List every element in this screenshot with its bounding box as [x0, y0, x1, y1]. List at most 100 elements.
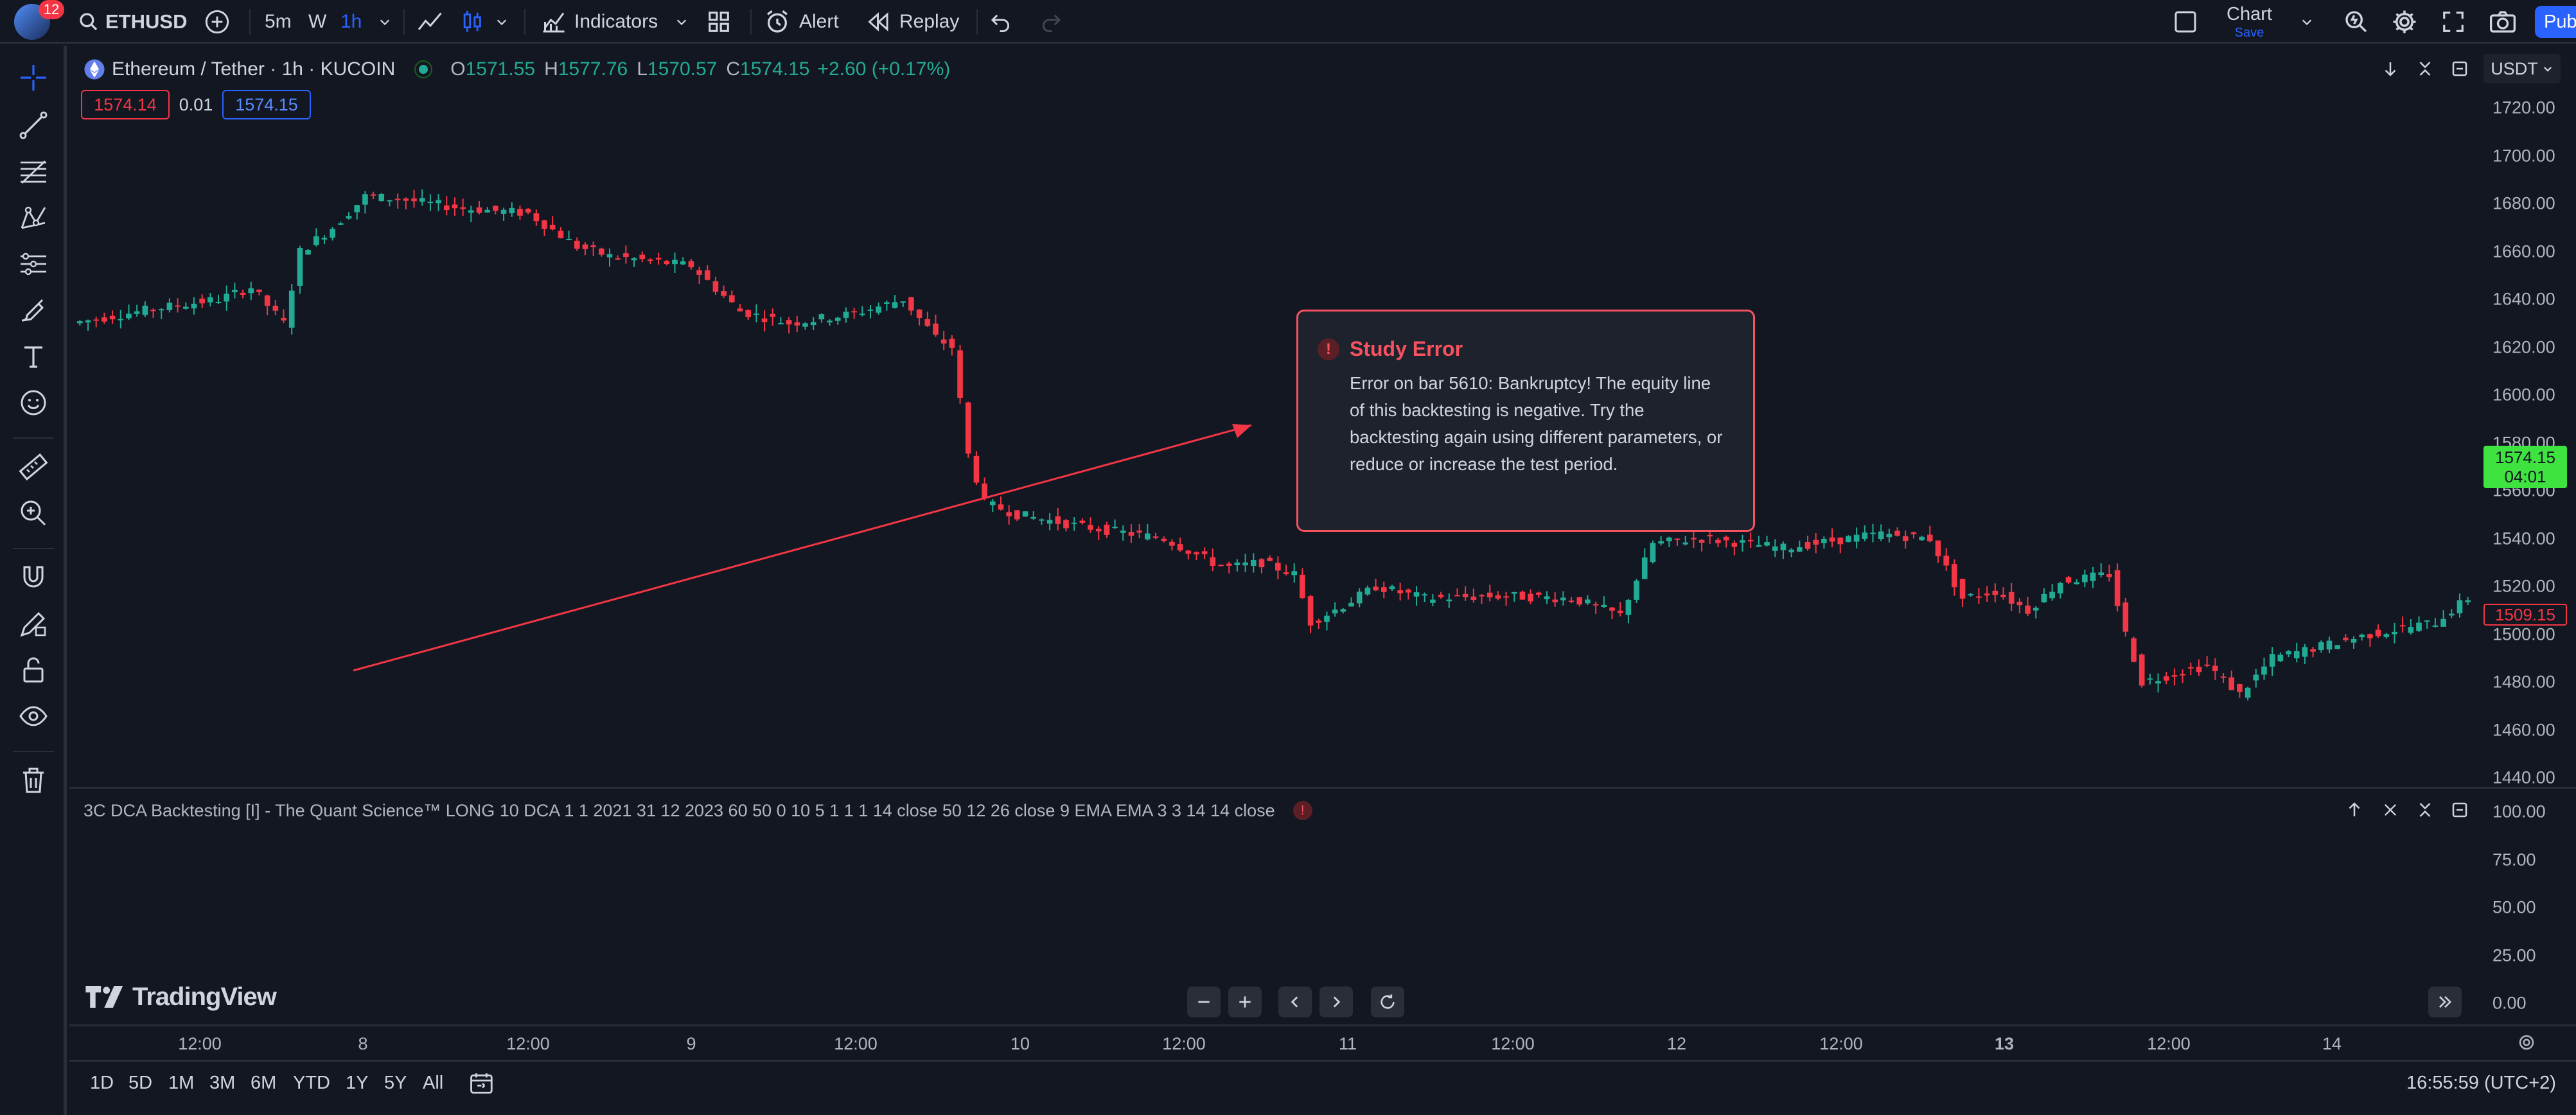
magnet-tool[interactable] — [14, 558, 53, 597]
indicators-button[interactable]: Indicators — [541, 0, 658, 44]
go-to-date-button[interactable] — [469, 1071, 496, 1099]
hide-drawings-tool[interactable] — [14, 697, 53, 735]
zoom-in-button[interactable] — [1228, 987, 1262, 1017]
candle-body — [1185, 550, 1192, 554]
stay-in-drawing-mode-tool[interactable] — [14, 604, 53, 643]
candle-body — [1609, 607, 1615, 611]
time-axis[interactable] — [69, 1024, 2576, 1060]
interval-5m[interactable]: 5m — [265, 11, 292, 32]
range-button-3m[interactable]: 3M — [209, 1073, 236, 1093]
trend-arrow-line[interactable] — [353, 424, 1252, 672]
range-button-6m[interactable]: 6M — [251, 1073, 277, 1093]
error-message: Error on bar 5610: Bankruptcy! The equit… — [1350, 373, 1723, 474]
avatar[interactable]: 12 — [14, 0, 64, 40]
chart-type-candles-button[interactable] — [461, 0, 484, 44]
reset-chart-button[interactable] — [1371, 987, 1404, 1017]
snapshot-button[interactable] — [2489, 0, 2517, 44]
candle-body — [770, 313, 776, 317]
fib-tool[interactable] — [14, 152, 53, 191]
prediction-tool[interactable] — [14, 245, 53, 283]
time-axis-settings-button[interactable] — [2517, 1033, 2536, 1055]
indicator-title[interactable]: 3C DCA Backtesting [I] - The Quant Scien… — [84, 800, 1275, 820]
candle-body — [1544, 596, 1550, 599]
pane-move-down-button[interactable] — [2376, 54, 2405, 83]
sell-button[interactable]: 1574.14 — [81, 90, 170, 119]
pattern-tool[interactable] — [14, 198, 53, 237]
indicator-maximize-button[interactable] — [2445, 795, 2475, 825]
measure-tool[interactable] — [14, 448, 53, 486]
user-avatar[interactable]: 12 — [14, 0, 64, 44]
candle-body — [427, 201, 434, 203]
candle-body — [1511, 592, 1517, 594]
interval-dropdown-button[interactable] — [378, 0, 392, 44]
price-chart[interactable] — [69, 46, 2475, 787]
range-button-all[interactable]: All — [423, 1073, 444, 1093]
publish-button[interactable]: Pub — [2535, 0, 2576, 44]
range-button-1m[interactable]: 1M — [168, 1073, 195, 1093]
layouts-button[interactable] — [707, 0, 731, 44]
range-button-5d[interactable]: 5D — [128, 1073, 153, 1093]
candle-body — [2065, 577, 2072, 583]
emoji-tool[interactable] — [14, 383, 53, 422]
range-button-5y[interactable]: 5Y — [384, 1073, 407, 1093]
candle-body — [892, 302, 898, 308]
market-status-icon[interactable] — [414, 60, 433, 78]
tradingview-logo[interactable]: TradingView — [85, 983, 277, 1011]
chart-layout-name[interactable]: Chart Save — [2227, 0, 2272, 44]
pane-separator[interactable] — [69, 787, 2576, 789]
chart-type-dropdown-button[interactable] — [495, 0, 509, 44]
zoom-out-button[interactable] — [1187, 987, 1221, 1017]
replay-label: Replay — [899, 11, 960, 32]
scroll-to-realtime-button[interactable] — [2428, 987, 2462, 1017]
redo-button[interactable] — [1039, 0, 1063, 44]
candle-body — [818, 314, 825, 320]
currency-selector[interactable]: USDT — [2483, 54, 2561, 83]
candle-body — [1332, 610, 1338, 614]
compare-symbol-button[interactable] — [204, 0, 230, 44]
range-button-1d[interactable]: 1D — [90, 1073, 114, 1093]
candle-body — [150, 310, 156, 312]
fullscreen-button[interactable] — [2441, 0, 2466, 44]
fullscreen-layout-toggle[interactable] — [2173, 0, 2198, 44]
zoom-tool[interactable] — [14, 494, 53, 532]
indicator-remove-button[interactable] — [2376, 795, 2405, 825]
chart-type-line-button[interactable] — [416, 0, 445, 44]
interval-1h[interactable]: 1h — [340, 11, 362, 32]
candle-body — [2114, 570, 2121, 606]
settings-button[interactable] — [2391, 0, 2418, 44]
trend-line-tool[interactable] — [14, 106, 53, 145]
arrow-up-icon — [2349, 802, 2360, 816]
indicator-move-up-button[interactable] — [2340, 795, 2369, 825]
pane-maximize-button[interactable] — [2445, 54, 2475, 83]
candle-body — [940, 339, 947, 344]
replay-button[interactable]: Replay — [867, 0, 959, 44]
brush-tool[interactable] — [14, 291, 53, 329]
pane-collapse-button[interactable] — [2410, 54, 2440, 83]
quick-search-button[interactable] — [2343, 0, 2369, 44]
lock-drawings-tool[interactable] — [14, 651, 53, 689]
candle-body — [1634, 581, 1639, 600]
remove-drawings-tool[interactable] — [14, 761, 53, 800]
range-button-ytd[interactable]: YTD — [293, 1073, 330, 1093]
text-tool[interactable] — [14, 337, 53, 376]
candle-body — [680, 261, 686, 265]
indicators-dropdown-button[interactable] — [675, 0, 689, 44]
range-button-1y[interactable]: 1Y — [346, 1073, 369, 1093]
alert-button[interactable]: Alert — [764, 0, 839, 44]
interval-w[interactable]: W — [308, 11, 327, 32]
scroll-left-button[interactable] — [1278, 987, 1312, 1017]
high-label: H — [544, 58, 558, 80]
symbol-search[interactable]: ETHUSD — [78, 0, 187, 44]
indicator-collapse-button[interactable] — [2410, 795, 2440, 825]
indicator-legend[interactable]: 3C DCA Backtesting [I] - The Quant Scien… — [84, 799, 1312, 822]
candle-body — [2008, 592, 2015, 604]
scroll-right-button[interactable] — [1319, 987, 1353, 1017]
clock-timezone[interactable]: 16:55:59 (UTC+2) — [2406, 1073, 2556, 1093]
undo-button[interactable] — [989, 0, 1012, 44]
indicator-error-icon[interactable]: ! — [1292, 801, 1312, 820]
crosshair-tool[interactable] — [14, 58, 53, 97]
symbol-title[interactable]: Ethereum / Tether · 1h · KUCOIN — [112, 58, 396, 80]
layout-dropdown-button[interactable] — [2300, 0, 2314, 44]
candle-body — [2082, 574, 2088, 583]
buy-button[interactable]: 1574.15 — [222, 90, 311, 119]
